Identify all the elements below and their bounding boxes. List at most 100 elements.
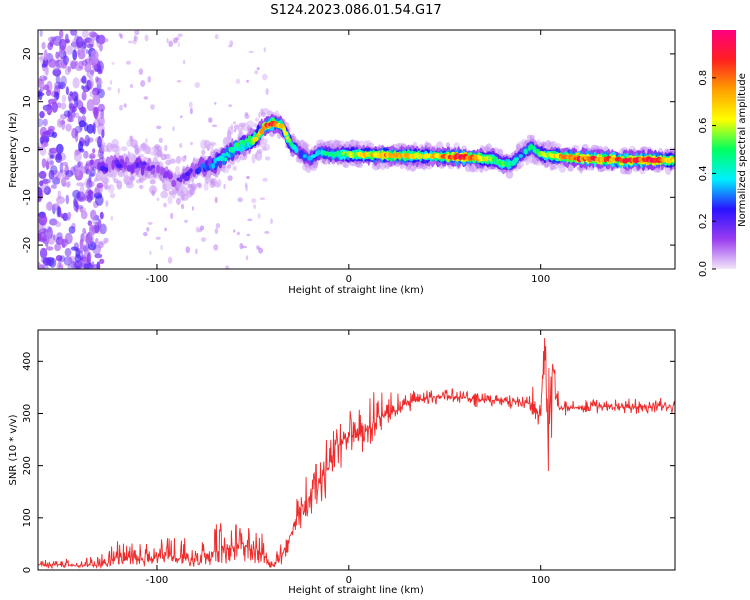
heatmap-cell [125,181,134,189]
heatmap-cell [76,182,85,187]
heatmap-cell [116,180,123,190]
heatmap-cell [158,137,163,143]
spectrogram-ytick-label: 10 [22,95,33,108]
heatmap-cell [518,154,523,158]
heatmap-cell [66,212,72,219]
heatmap-cell [138,184,144,190]
heatmap-cell [82,227,86,235]
heatmap-cell [119,33,123,39]
heatmap-cell [81,91,87,101]
heatmap-cell [225,265,230,269]
heatmap-cell [115,145,121,156]
heatmap-cell [262,73,268,81]
heatmap-cell [58,256,62,268]
heatmap-cell [97,103,105,112]
spectrogram-heatmap [38,30,675,269]
heatmap-cell [53,91,60,100]
heatmap-cell [49,160,55,166]
heatmap-cell [85,168,91,175]
heatmap-cell [59,162,64,174]
heatmap-cell [61,119,66,131]
heatmap-cell [59,236,63,246]
snr-xlabel: Height of straight line (km) [288,585,424,596]
heatmap-cell [505,170,514,179]
heatmap-cell [143,145,151,155]
heatmap-cell [55,51,60,59]
heatmap-cell [181,186,189,196]
heatmap-cell [96,113,105,125]
heatmap-cell [134,147,141,154]
heatmap-cell [245,255,249,261]
heatmap-cell [88,172,92,183]
heatmap-cell [95,76,99,83]
heatmap-cell [130,139,138,148]
heatmap-cell [59,30,64,39]
heatmap-cell [59,38,67,51]
heatmap-cell [86,252,91,265]
heatmap-cell [104,167,109,173]
heatmap-cell [102,177,110,185]
heatmap-cell [42,76,48,81]
heatmap-cell [141,161,147,166]
heatmap-cell [160,244,163,251]
heatmap-cell [42,104,52,111]
heatmap-cell [567,166,574,172]
heatmap-cell [71,127,78,139]
heatmap-cell [64,39,70,44]
heatmap-cell [211,124,218,128]
snr-panel: -100 0 100 0 100 200 300 400 Height of straight… [8,329,676,596]
heatmap-cell [216,179,222,188]
heatmap-cell [70,166,76,176]
heatmap-cell [233,129,237,133]
heatmap-cell [96,37,102,48]
heatmap-cell [263,47,266,53]
heatmap-cell [167,173,173,180]
heatmap-cell [445,142,451,149]
heatmap-cell [84,177,92,189]
spectrogram-ytick-label: 0 [22,146,33,152]
heatmap-cell [47,42,53,51]
heatmap-cell [43,58,49,68]
heatmap-cell [41,41,46,50]
heatmap-cell [81,30,89,39]
heatmap-cell [94,253,103,259]
heatmap-cell [74,254,82,263]
heatmap-cell [73,166,80,174]
colorbar-tick-label: 0.2 [698,213,709,229]
heatmap-cell [164,153,171,160]
heatmap-cell [258,112,261,119]
snr-xtick-label: 100 [531,575,550,586]
heatmap-cell [88,31,97,38]
heatmap-cell [45,65,49,76]
heatmap-cell [178,177,183,183]
heatmap-cell [76,196,86,202]
heatmap-cell [39,247,48,259]
heatmap-cell [283,131,289,136]
heatmap-cell [125,60,131,65]
heatmap-cell [69,91,73,97]
heatmap-cell [97,88,105,99]
heatmap-cell [121,146,128,152]
heatmap-cell [135,162,140,168]
heatmap-cell [302,154,307,158]
heatmap-cell [96,60,104,73]
heatmap-cell [85,49,89,54]
heatmap-cell [146,226,150,232]
heatmap-cell [41,181,49,194]
heatmap-cell [150,164,155,169]
heatmap-cell [262,177,268,182]
heatmap-cell [248,50,254,54]
snr-ytick-label: 200 [22,456,33,475]
heatmap-cell [90,32,99,41]
heatmap-cell [119,104,123,111]
heatmap-cell [129,83,134,89]
snr-xtick-label: -100 [146,575,169,586]
heatmap-cell [107,184,115,194]
heatmap-cell [72,49,78,61]
heatmap-cell [246,233,251,237]
heatmap-cell [195,226,200,233]
heatmap-cell [166,38,169,44]
heatmap-cell [223,183,226,190]
heatmap-cell [237,197,243,203]
